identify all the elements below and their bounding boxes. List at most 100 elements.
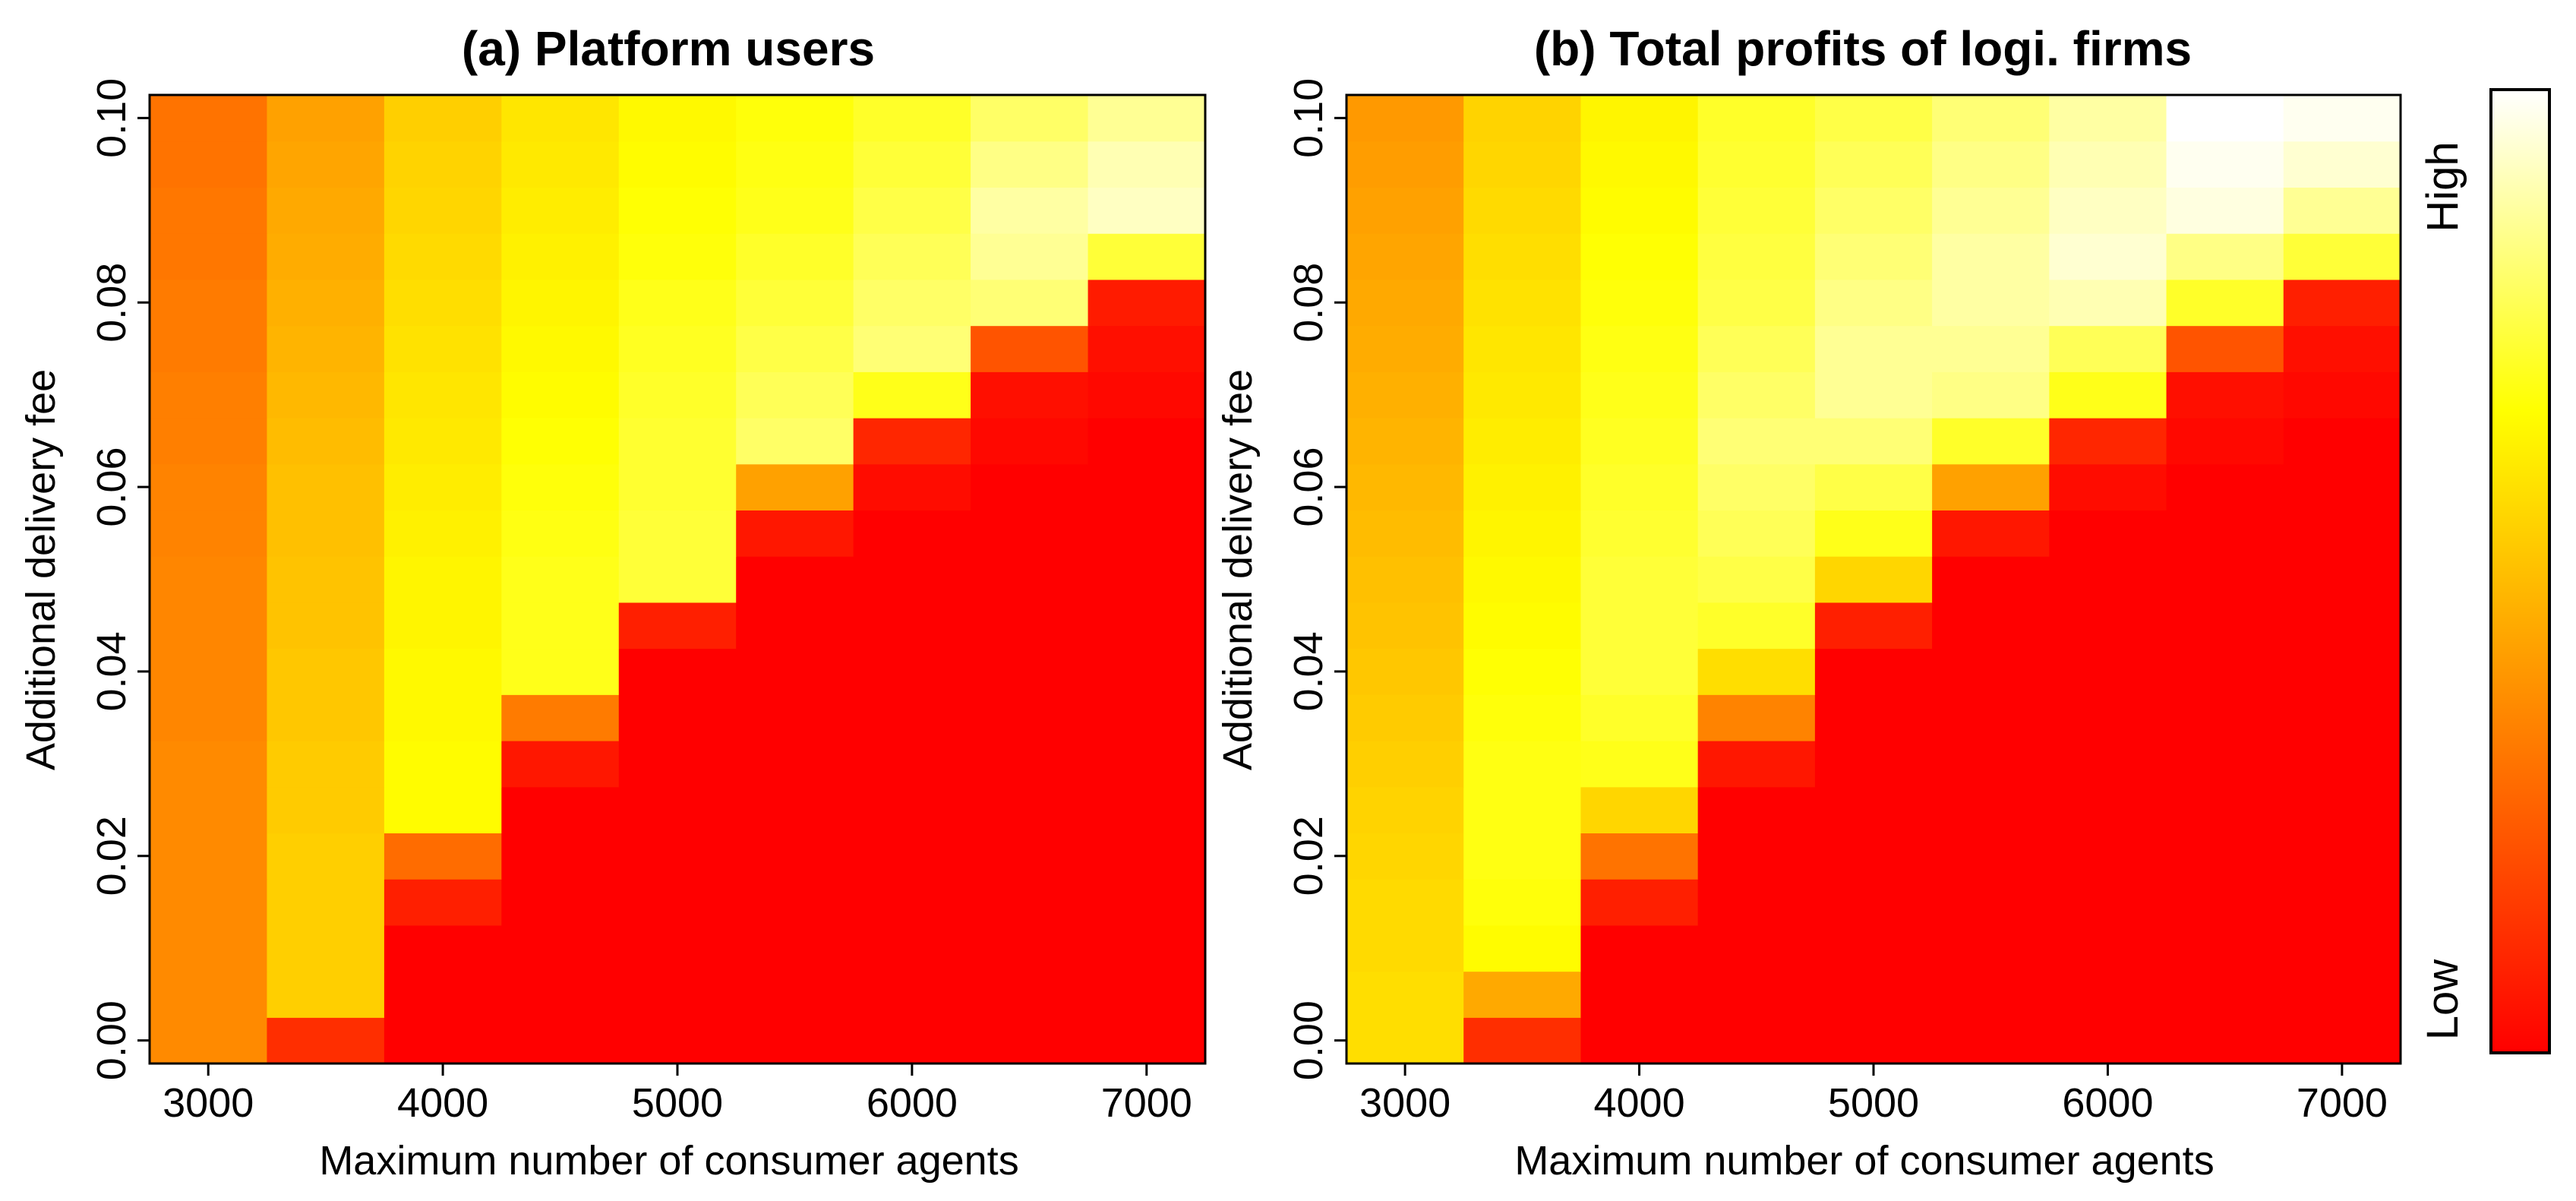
heatmap-cell: [1932, 694, 2050, 741]
heatmap-cell: [1932, 786, 2050, 834]
heatmap-cell: [384, 463, 502, 511]
heatmap-cell: [501, 141, 620, 188]
heatmap-cell: [971, 556, 1089, 603]
heatmap-cell: [2166, 741, 2284, 788]
heatmap-cell: [501, 648, 620, 695]
heatmap-cell: [1697, 786, 1816, 834]
heatmap-cell: [150, 694, 268, 741]
heatmap-cell: [2049, 786, 2167, 834]
heatmap-cell: [736, 602, 854, 649]
heatmap-cell: [501, 602, 620, 649]
heatmap-cell: [1088, 602, 1206, 649]
heatmap-cell: [267, 325, 385, 372]
x-tick-label: 5000: [632, 1080, 723, 1126]
heatmap-cell: [1580, 1017, 1699, 1064]
heatmap-cell: [384, 602, 502, 649]
heatmap-cell: [150, 418, 268, 465]
heatmap-cell: [150, 971, 268, 1018]
heatmap-cell: [501, 510, 620, 557]
heatmap-cell: [736, 879, 854, 926]
heatmap-cell: [853, 1017, 971, 1064]
heatmap-cell: [618, 694, 737, 741]
y-tick-label: 0.10: [89, 78, 134, 158]
heatmap-cell: [1463, 371, 1582, 419]
heatmap-cell: [1932, 741, 2050, 788]
heatmap-cell: [971, 187, 1089, 234]
heatmap-cell: [2283, 463, 2401, 511]
heatmap-cell: [2049, 279, 2167, 327]
heatmap-cell: [1814, 694, 1933, 741]
heatmap-cell: [2283, 233, 2401, 280]
heatmap-cell: [384, 325, 502, 372]
heatmap-cell: [1463, 602, 1582, 649]
heatmap-cell: [618, 95, 737, 142]
heatmap-cell: [267, 233, 385, 280]
heatmap-cell: [150, 924, 268, 972]
heatmap-cell: [736, 95, 854, 142]
heatmap-cell: [1814, 879, 1933, 926]
heatmap-cell: [150, 141, 268, 188]
heatmap-cell: [1932, 371, 2050, 419]
heatmap-cell: [267, 463, 385, 511]
heatmap-cell: [501, 233, 620, 280]
heatmap-cell: [736, 279, 854, 327]
heatmap-cell: [1932, 510, 2050, 557]
heatmap-cell: [1932, 233, 2050, 280]
heatmap-cell: [2283, 325, 2401, 372]
heatmap-cell: [853, 463, 971, 511]
heatmap-cell: [267, 971, 385, 1018]
heatmap-cell: [1346, 1017, 1464, 1064]
heatmap-cell: [1814, 95, 1933, 142]
heatmap-cell: [853, 786, 971, 834]
y-tick-label: 0.08: [89, 263, 134, 343]
heatmap-cell: [2049, 833, 2167, 880]
heatmap-cell: [853, 602, 971, 649]
heatmap-cell: [2049, 694, 2167, 741]
heatmap-cells-b: [1346, 95, 2401, 1064]
heatmap-cell: [2049, 971, 2167, 1018]
heatmap-cell: [1346, 233, 1464, 280]
heatmap-cell: [1088, 463, 1206, 511]
x-tick-label: 3000: [1359, 1080, 1451, 1126]
heatmap-cell: [1814, 325, 1933, 372]
heatmap-cell: [1932, 879, 2050, 926]
heatmap-cell: [853, 141, 971, 188]
heatmap-cell: [1580, 418, 1699, 465]
heatmap-cell: [971, 233, 1089, 280]
heatmap-cell: [150, 371, 268, 419]
heatmap-cell: [971, 510, 1089, 557]
heatmap-cell: [150, 648, 268, 695]
heatmap-cell: [853, 648, 971, 695]
heatmap-cell: [150, 833, 268, 880]
heatmap-cell: [2283, 556, 2401, 603]
heatmap-cell: [1697, 556, 1816, 603]
heatmap-cell: [2166, 141, 2284, 188]
heatmap-cell: [736, 971, 854, 1018]
heatmap-cell: [384, 95, 502, 142]
heatmap-cell: [501, 371, 620, 419]
heatmap-cell: [384, 833, 502, 880]
heatmap-cell: [1463, 233, 1582, 280]
heatmap-cell: [1088, 510, 1206, 557]
heatmap-cell: [971, 325, 1089, 372]
heatmap-cell: [2283, 279, 2401, 327]
heatmap-cell: [971, 741, 1089, 788]
heatmap-cell: [736, 187, 854, 234]
y-axis-label-a: Additional delivery fee: [18, 369, 64, 770]
heatmap-cell: [1932, 648, 2050, 695]
heatmap-cell: [1463, 833, 1582, 880]
heatmap-cell: [1814, 786, 1933, 834]
heatmap-cell: [853, 694, 971, 741]
heatmap-cell: [501, 556, 620, 603]
heatmap-cell: [1814, 371, 1933, 419]
heatmap-cell: [267, 694, 385, 741]
heatmap-cell: [1346, 463, 1464, 511]
heatmap-cell: [1088, 833, 1206, 880]
y-tick-label: 0.04: [89, 631, 134, 711]
heatmap-cell: [1697, 279, 1816, 327]
heatmap-cell: [2166, 187, 2284, 234]
heatmap-cell: [384, 141, 502, 188]
heatmap-cell: [1088, 648, 1206, 695]
heatmap-cell: [2283, 510, 2401, 557]
